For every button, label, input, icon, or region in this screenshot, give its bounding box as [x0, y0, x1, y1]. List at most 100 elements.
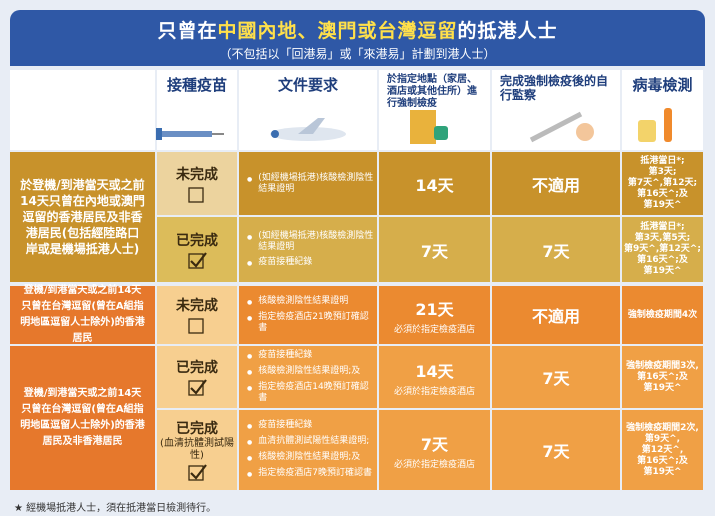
quarantine-days: 14天: [415, 361, 454, 381]
vaccination-status: 未完成: [176, 298, 218, 314]
quarantine-cell: 7天必須於指定檢疫酒店: [379, 410, 490, 490]
monitoring-cell: 7天: [492, 217, 620, 282]
title: 只曾在中國內地、澳門或台灣逗留的抵港人士: [10, 16, 705, 43]
vaccination-status: 已完成: [176, 232, 218, 249]
column-label: 接種疫苗: [166, 76, 227, 94]
title-part: 只曾在: [157, 20, 218, 42]
footnote: ★ 經機場抵港人士，須在抵港當日檢測待行。: [14, 503, 217, 514]
section-description: 於登機/到港當天或之前14天只曾在內地或澳門逗留的香港居民及非香港居民(包括經陸…: [10, 152, 155, 282]
testing-line: 抵港當日*;: [640, 222, 685, 232]
section-description: 登機/到港當天或之前14天只曾在台灣逗留(曾在A組指明地區逗留人士除外)的香港居…: [10, 346, 155, 490]
monitoring-cell: 不適用: [492, 286, 620, 344]
column-header: 病毒檢測: [622, 70, 703, 150]
documents-cell: 疫苗接種紀錄核酸檢測陰性結果證明;及指定檢疫酒店14晚預訂確認書: [239, 346, 377, 408]
testing-line: 第16天^;及: [637, 455, 688, 466]
column-icon: [270, 118, 346, 141]
quarantine-cell: 7天: [379, 217, 490, 282]
checkbox-icon: [188, 318, 204, 334]
testing-cell: 強制檢疫期間2次,第9天^, 第12天^, 第16天^;及 第19天^: [622, 410, 703, 490]
quarantine-note: 必須於指定檢疫酒店: [393, 324, 475, 335]
testing-line: 第19天^: [643, 266, 682, 276]
document-item: 指定檢疫酒店14晚預訂確認書: [247, 382, 377, 404]
vaccination-cell: 未完成: [157, 152, 237, 215]
monitoring-cell: 7天: [492, 410, 620, 490]
vaccination-note: (血清抗體測試陽性): [160, 438, 234, 461]
quarantine-days: 21天: [415, 299, 454, 319]
testing-line: 第19天^: [643, 200, 682, 210]
vaccination-cell: 已完成: [157, 217, 237, 282]
quarantine-days: 7天: [420, 434, 449, 454]
testing-line: 強制檢疫期間3次,: [626, 360, 699, 371]
monitoring-value: 不適用: [531, 307, 580, 326]
documents-cell: (如經機場抵港)核酸檢測陰性結果證明: [239, 152, 377, 215]
testing-line: 第19天^: [643, 466, 682, 477]
quarantine-note: 必須於指定檢疫酒店: [393, 459, 475, 470]
testing-line: 第3天,第5天;: [634, 233, 691, 243]
quarantine-days: 7天: [420, 241, 449, 261]
testing-line: 第12天^,: [641, 444, 684, 455]
banner: 只曾在中國內地、澳門或台灣逗留的抵港人士 （不包括以「回港易」或「來港易」計劃到…: [10, 10, 705, 66]
testing-line: 第9天^,第12天^;: [624, 244, 701, 254]
vaccination-status: 已完成: [176, 421, 218, 437]
document-item: 疫苗接種紀錄: [247, 257, 312, 269]
column-header: 文件要求: [239, 70, 377, 150]
column-label: 文件要求: [277, 76, 338, 94]
testing-line: 第16天^;及: [637, 255, 688, 265]
column-icon: [156, 128, 224, 140]
quarantine-cell: 21天必須於指定檢疫酒店: [379, 286, 490, 344]
document-item: (如經機場抵港)核酸檢測陰性結果證明: [247, 173, 377, 195]
monitoring-value: 7天: [542, 442, 570, 461]
document-item: 核酸檢測陰性結果證明;及: [247, 366, 360, 378]
vaccination-status: 未完成: [176, 166, 218, 183]
testing-line: 第16天^;及: [637, 371, 688, 382]
testing-cell: 抵港當日*; 第3天,第5天; 第9天^,第12天^; 第16天^;及 第19天^: [622, 217, 703, 282]
document-item: 指定檢疫酒店21晚預訂確認書: [247, 312, 377, 334]
testing-cell: 強制檢疫期間4次: [622, 286, 703, 344]
document-item: 疫苗接種紀錄: [247, 420, 312, 432]
monitoring-value: 不適用: [531, 175, 580, 195]
document-item: 核酸檢測陰性結果證明: [247, 296, 348, 308]
document-item: (如經機場抵港)核酸檢測陰性結果證明: [247, 231, 377, 253]
column-icon: [529, 111, 594, 143]
testing-line: 第19天^: [643, 382, 682, 393]
testing-line: 強制檢疫期間2次,第9天^,: [626, 422, 699, 444]
vaccination-cell: 未完成: [157, 286, 237, 344]
column-label: 於指定地點（家居、酒店或其他住所）進行強制檢疫: [387, 74, 477, 109]
testing-cell: 抵港當日*; 第3天; 第7天^,第12天; 第16天^;及 第19天^: [622, 152, 703, 215]
quarantine-note: 必須於指定檢疫酒店: [393, 386, 475, 397]
monitoring-cell: 不適用: [492, 152, 620, 215]
monitoring-value: 7天: [542, 369, 570, 388]
testing-line: 第16天^;及: [637, 189, 688, 199]
subtitle: （不包括以「回港易」或「來港易」計劃到港人士）: [219, 47, 496, 61]
vaccination-cell: 已完成: [157, 346, 237, 408]
header-blank: [10, 70, 155, 150]
testing-line: 強制檢疫期間4次: [627, 309, 698, 320]
column-icon: [409, 110, 448, 144]
checkbox-icon: [188, 464, 207, 481]
documents-cell: (如經機場抵港)核酸檢測陰性結果證明疫苗接種紀錄: [239, 217, 377, 282]
title-part: 中國內地、澳門或台灣逗留: [217, 20, 458, 42]
quarantine-days: 14天: [415, 175, 454, 195]
checkbox-icon: [188, 186, 204, 203]
monitoring-value: 7天: [542, 241, 570, 261]
vaccination-status: 已完成: [176, 360, 218, 376]
checkbox-icon: [188, 379, 207, 396]
quarantine-cell: 14天: [379, 152, 490, 215]
title-part: 的抵港人士: [457, 20, 558, 42]
column-label: 病毒檢測: [632, 76, 693, 94]
document-item: 指定檢疫酒店7晚預訂確認書: [247, 468, 372, 480]
testing-line: 抵港當日*;: [640, 156, 685, 166]
vaccination-cell: 已完成 (血清抗體測試陽性): [157, 410, 237, 490]
column-icon: [637, 108, 672, 142]
document-item: 血清抗體測試陽性結果證明;: [247, 436, 369, 448]
column-header: 接種疫苗: [156, 70, 237, 150]
documents-cell: 核酸檢測陰性結果證明指定檢疫酒店21晚預訂確認書: [239, 286, 377, 344]
testing-line: 第7天^,第12天;: [627, 178, 698, 188]
monitoring-cell: 7天: [492, 346, 620, 408]
checkbox-icon: [188, 251, 207, 269]
section-description: 登機/到港當天或之前14天只曾在台灣逗留(曾在A組指明地區逗留人士除外)的香港居…: [10, 285, 155, 344]
column-header: 完成強制檢疫後的自行監察: [492, 70, 620, 150]
testing-line: 第3天;: [648, 167, 677, 177]
document-item: 核酸檢測陰性結果證明;及: [247, 452, 360, 464]
